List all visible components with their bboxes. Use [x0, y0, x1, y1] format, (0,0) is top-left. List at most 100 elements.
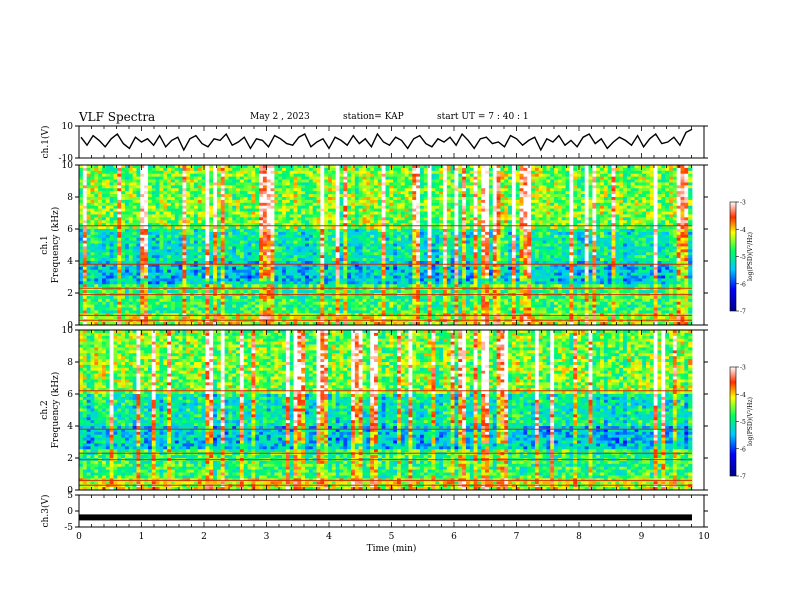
spectrogram-cell [285, 167, 291, 172]
spectrogram-cell [366, 240, 371, 244]
spectrogram-cell [496, 226, 501, 230]
spectrogram-cell [159, 188, 164, 192]
spectrogram-cell [580, 185, 586, 189]
spectrogram-cell [431, 173, 436, 178]
spectrogram-cell [224, 220, 229, 224]
spectrogram-cell [684, 234, 689, 239]
spectrogram-cell [282, 170, 287, 175]
spectrogram-cell [285, 179, 291, 183]
spectrogram-cell [450, 179, 455, 183]
spectrogram-cell [611, 211, 616, 215]
spectrogram-cell [144, 223, 149, 227]
spectrogram-cell [377, 202, 383, 207]
spectrogram-cell [431, 194, 436, 198]
spectrogram-cell [603, 199, 609, 204]
spectrogram-cell [649, 202, 655, 207]
spectrogram-cell [450, 231, 455, 236]
spectrogram-cell [278, 246, 283, 250]
spectrogram-cell [634, 226, 639, 230]
spectrogram-cell [531, 243, 536, 247]
spectrogram-cell [121, 249, 126, 253]
spectrogram-cell [124, 205, 130, 210]
spectrogram-cell [511, 208, 517, 212]
ch1-series-line [80, 128, 693, 152]
spectrogram-cell [270, 167, 275, 172]
spectrogram-cell [465, 217, 471, 221]
spectrogram-cell [167, 165, 172, 169]
spectrogram-cell [684, 214, 689, 218]
spectrogram-cell [90, 240, 95, 244]
spectrogram-cell [600, 188, 605, 192]
spectrogram-cell [588, 199, 593, 204]
spectrogram-cell [442, 243, 448, 247]
spectrogram-cell [385, 246, 390, 250]
spectrogram-cell [351, 243, 356, 247]
spectrogram-cell [167, 205, 172, 210]
spectrogram-cell [634, 185, 639, 189]
spectrogram-cell [305, 217, 310, 221]
spectrogram-cell [251, 170, 256, 175]
spectrogram-cell [515, 170, 520, 175]
spectrogram-cell [416, 202, 421, 207]
spectrogram-cell [128, 243, 134, 247]
spectrogram-cell [496, 220, 501, 224]
spectrogram-cell [178, 237, 183, 242]
spectrogram-cell [213, 202, 218, 207]
spectrogram-cell [144, 231, 149, 236]
spectrogram-cell [159, 199, 164, 204]
spectrogram-cell [596, 194, 601, 198]
spectrogram-cell [282, 211, 287, 215]
spectrogram-cell [358, 185, 363, 189]
spectrogram-cell [136, 182, 141, 186]
spectrogram-cell [600, 217, 605, 221]
spectrogram-cell [374, 182, 379, 186]
spectrogram-cell [423, 197, 429, 201]
spectrogram-cell [492, 243, 497, 247]
spectrogram-cell [247, 197, 252, 201]
spectrogram-cell [504, 220, 509, 224]
spectrogram-cell [408, 205, 413, 210]
spectrogram-cell [492, 176, 497, 180]
spectrogram-cell [293, 179, 298, 183]
spectrogram-cell [190, 240, 195, 244]
spectrogram-cell [239, 226, 245, 230]
spectrogram-cell [358, 208, 363, 212]
spectrogram-cell [98, 220, 103, 224]
spectrogram-cell [124, 167, 130, 172]
spectrogram-cell [492, 194, 497, 198]
spectrogram-cell [439, 191, 444, 195]
spectrogram-cell [431, 199, 436, 204]
spectrogram-cell [504, 231, 509, 236]
spectrogram-cell [289, 211, 294, 215]
spectrogram-cell [236, 194, 241, 198]
spectrogram-cell [343, 170, 348, 175]
spectrogram-cell [90, 208, 95, 212]
spectrogram-cell [531, 173, 536, 178]
spectrogram-cell [488, 165, 494, 169]
spectrogram-cell [190, 199, 195, 204]
spectrogram-cell [113, 182, 118, 186]
spectrogram-cell [672, 176, 678, 180]
spectrogram-cell [377, 249, 383, 253]
spectrogram-cell [389, 191, 394, 195]
spectrogram-cell [550, 176, 555, 180]
spectrogram-cell [462, 237, 467, 242]
spectrogram-cell [151, 167, 157, 172]
spectrogram-cell [362, 179, 367, 183]
spectrogram-cell [561, 185, 566, 189]
spectrogram-cell [266, 249, 271, 253]
spectrogram-cell [630, 179, 635, 183]
spectrogram-cell [519, 223, 524, 227]
spectrogram-cell [259, 205, 264, 210]
spectrogram-cell [109, 173, 114, 178]
spectrogram-cell [374, 231, 379, 236]
spectrogram-cell [262, 229, 268, 233]
spectrogram-cell [439, 243, 444, 247]
spectrogram-cell [469, 240, 475, 244]
spectrogram-cell [159, 249, 164, 253]
spectrogram-cell [389, 179, 394, 183]
spectrogram-cell [328, 170, 333, 175]
spectrogram-cell [676, 226, 681, 230]
spectrogram-cell [128, 231, 134, 236]
spectrogram-cell [680, 188, 685, 192]
